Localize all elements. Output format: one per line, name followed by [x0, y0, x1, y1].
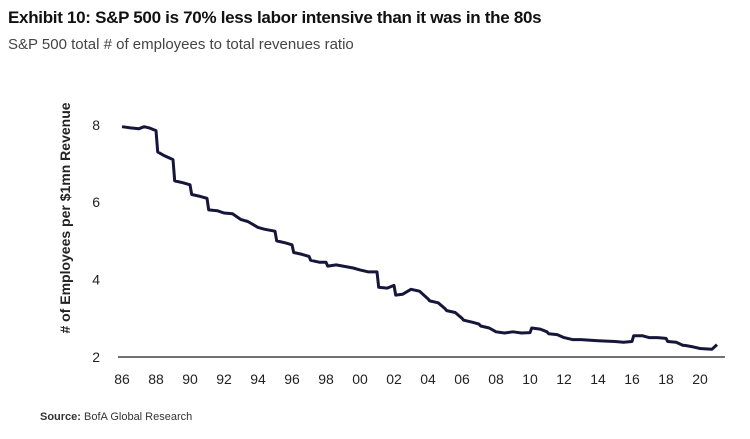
x-tick-label: 86: [114, 371, 130, 387]
y-tick-label: 6: [92, 194, 100, 210]
x-tick-label: 92: [216, 371, 232, 387]
x-tick-label: 08: [488, 371, 504, 387]
source-label: Source:: [40, 411, 81, 423]
y-axis-label: # of Employees per $1mn Revenue: [57, 102, 73, 333]
source-note: Source: BofA Global Research: [40, 411, 192, 423]
series-line: [121, 125, 719, 351]
source-text: BofA Global Research: [84, 411, 193, 423]
x-tick-label: 90: [182, 371, 198, 387]
x-tick-label: 98: [318, 371, 334, 387]
y-tick-label: 4: [92, 272, 100, 288]
y-tick-label: 2: [92, 349, 100, 365]
x-tick-label: 06: [454, 371, 470, 387]
x-tick-label: 18: [658, 371, 674, 387]
x-tick-label: 88: [148, 371, 164, 387]
x-tick-label: 14: [590, 371, 606, 387]
x-tick-label: 10: [522, 371, 538, 387]
x-tick-label: 96: [284, 371, 300, 387]
x-tick-label: 04: [420, 371, 436, 387]
chart-title: Exhibit 10: S&P 500 is 70% less labor in…: [8, 8, 542, 27]
x-tick-label: 16: [624, 371, 640, 387]
x-tick-label: 94: [250, 371, 266, 387]
chart-subtitle: S&P 500 total # of employees to total re…: [8, 36, 354, 53]
x-tick-label: 00: [352, 371, 368, 387]
x-tick-label: 12: [556, 371, 572, 387]
x-tick-label: 02: [386, 371, 402, 387]
y-tick-label: 8: [92, 117, 100, 133]
x-tick-label: 20: [692, 371, 708, 387]
